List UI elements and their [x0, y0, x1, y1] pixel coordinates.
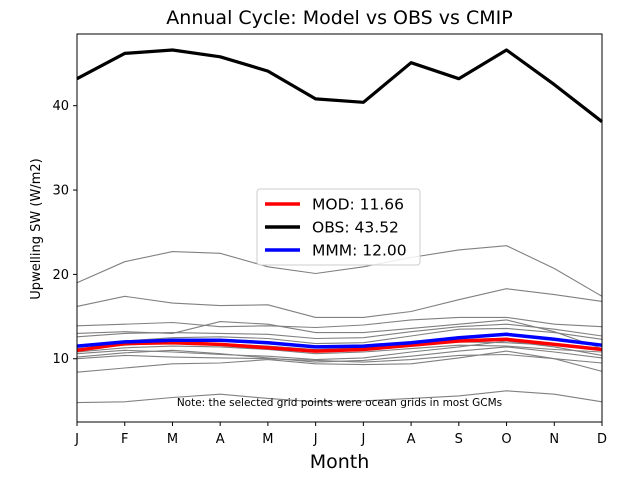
x-tick-label: O: [501, 432, 511, 447]
x-tick-label: A: [407, 432, 416, 447]
legend-label-mod: MOD: 11.66: [312, 196, 404, 214]
x-tick-label: N: [549, 432, 559, 447]
y-tick-label: 10: [52, 352, 69, 367]
y-axis: 10 20 30 40: [52, 99, 77, 367]
x-tick-label: J: [313, 432, 318, 447]
plot-area: [76, 48, 603, 404]
x-tick-label: D: [597, 432, 607, 447]
annotation-note: Note: the selected grid points were ocea…: [177, 397, 502, 409]
cmip-model-line-13: [76, 390, 603, 404]
chart-title: Annual Cycle: Model vs OBS vs CMIP: [166, 7, 512, 29]
x-tick-label: A: [216, 432, 225, 447]
cmip-model-line-5: [76, 323, 603, 340]
legend: MOD: 11.66 OBS: 43.52 MMM: 12.00: [256, 188, 421, 266]
cmip-model-line-3: [76, 316, 603, 329]
mmm-series-line: [76, 332, 603, 349]
y-tick-label: 30: [52, 184, 69, 199]
cmip-model-line-6: [76, 327, 603, 346]
legend-label-mmm: MMM: 12.00: [312, 242, 407, 260]
y-tick-label: 20: [52, 268, 69, 283]
x-tick-label: J: [360, 432, 365, 447]
x-tick-label: M: [167, 432, 178, 447]
x-tick-label: J: [74, 432, 79, 447]
mod-series-line: [76, 337, 603, 353]
cmip-model-line-2: [76, 288, 603, 318]
y-axis-label: Upwelling SW (W/m2): [29, 158, 44, 299]
y-tick-label: 40: [52, 99, 69, 114]
cmip-model-line-1: [76, 245, 603, 297]
x-tick-label: M: [262, 432, 273, 447]
cmip-model-line-11: [76, 353, 603, 364]
plot-frame: [76, 33, 603, 423]
cmip-model-line-12: [76, 350, 603, 373]
legend-frame: [256, 188, 421, 266]
legend-label-obs: OBS: 43.52: [312, 219, 399, 237]
x-axis-label: Month: [310, 451, 370, 473]
cmip-model-line-8: [76, 344, 603, 355]
x-tick-label: F: [121, 432, 128, 447]
cmip-model-line-9: [76, 340, 603, 361]
x-tick-label: S: [455, 432, 463, 447]
obs-series-line: [76, 48, 603, 123]
